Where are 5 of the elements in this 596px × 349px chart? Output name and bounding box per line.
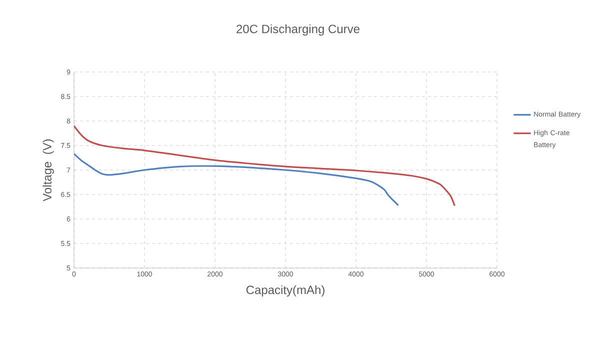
line-series bbox=[74, 153, 400, 206]
line-series bbox=[74, 125, 456, 207]
chart-title: 20C Discharging Curve bbox=[236, 24, 360, 36]
x-axis-title: Capacity(mAh) bbox=[246, 285, 324, 297]
y-axis-title: Voltage (V) bbox=[42, 139, 54, 202]
